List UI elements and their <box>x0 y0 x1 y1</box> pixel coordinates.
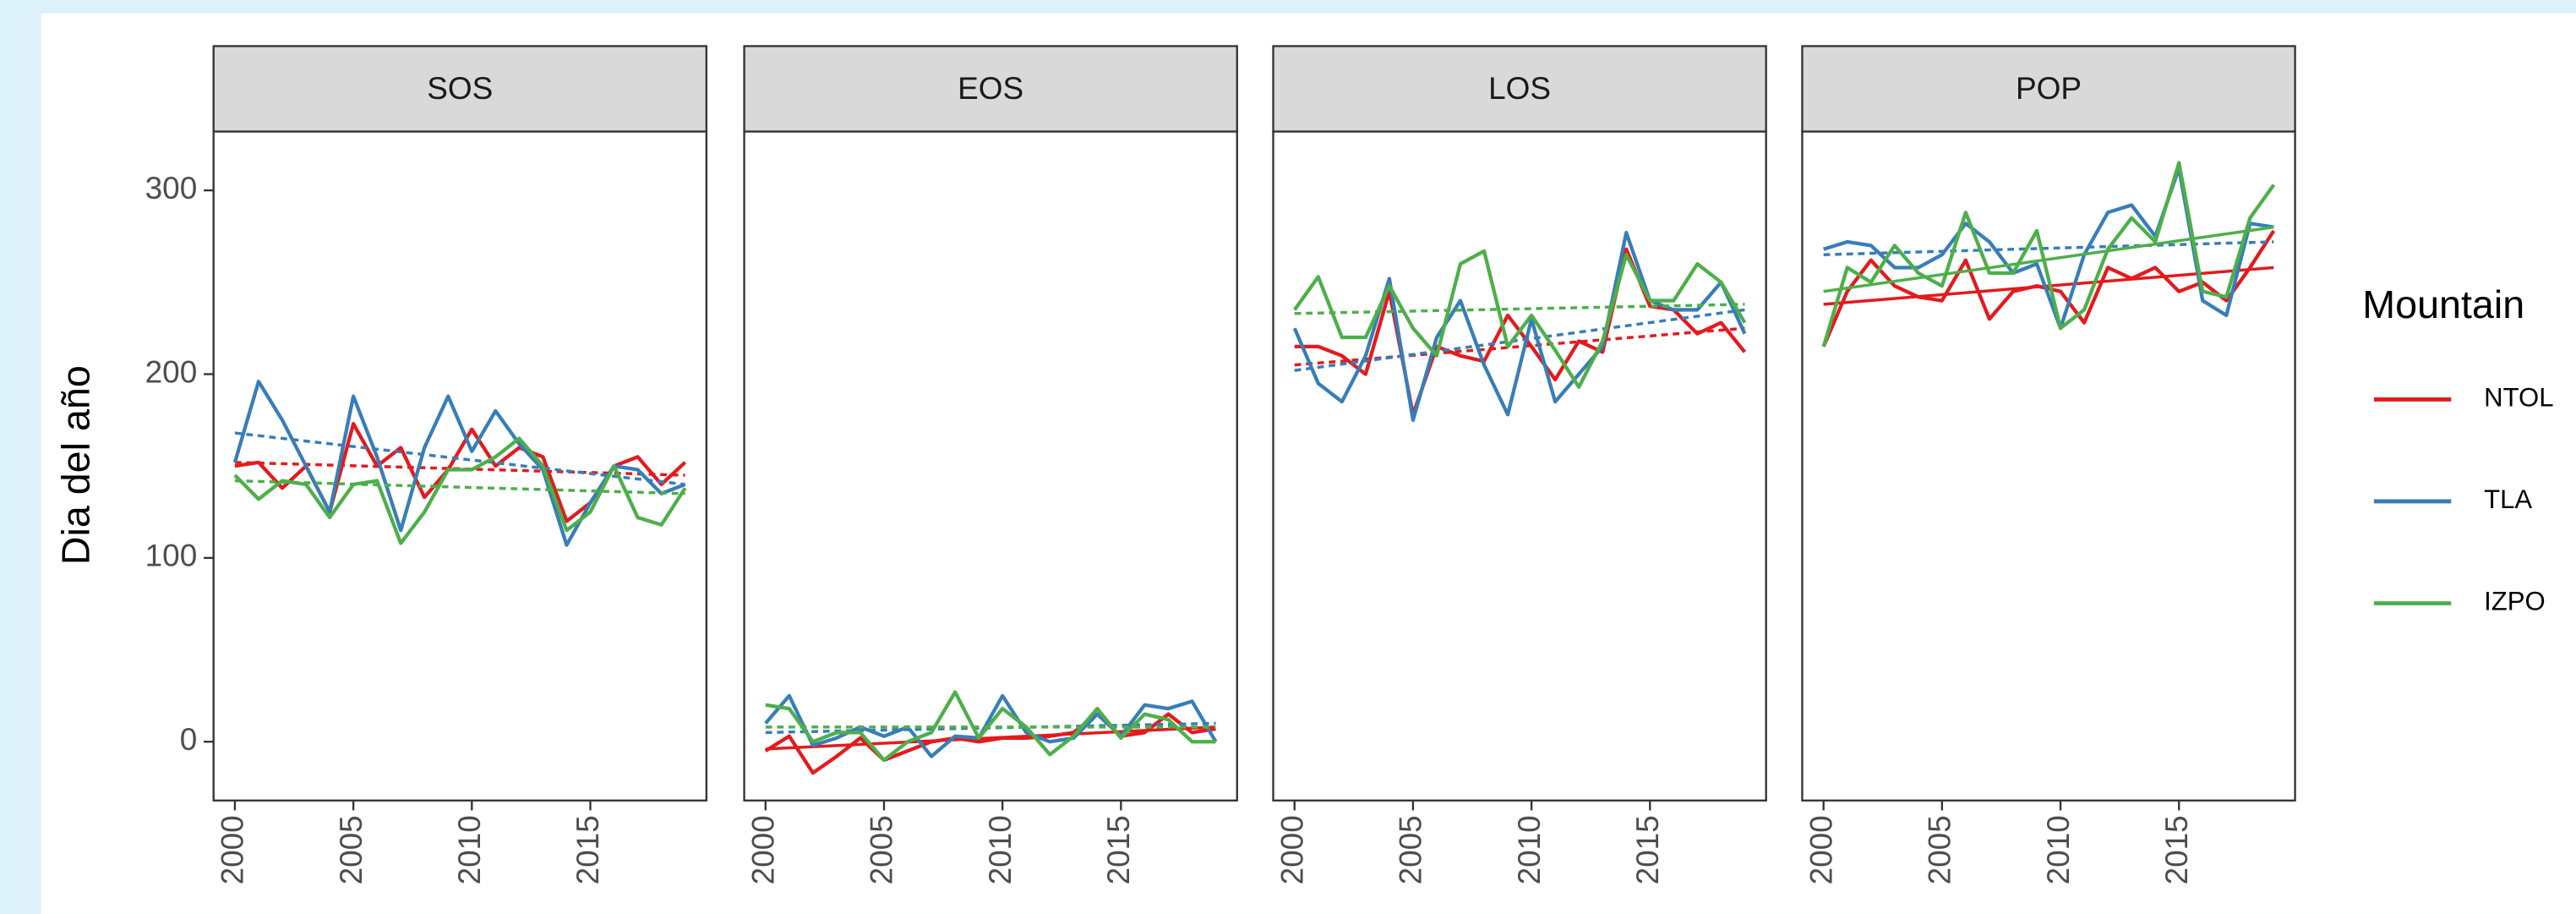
facet-title: LOS <box>1488 71 1551 106</box>
x-tick-label: 2005 <box>334 815 368 884</box>
facet-title: EOS <box>958 71 1023 106</box>
facet-title: SOS <box>427 71 493 106</box>
chart: Dia del año Mountain SOS2000200520102015… <box>0 0 2576 914</box>
x-tick-label: 2010 <box>1512 815 1547 884</box>
panel <box>745 132 1237 801</box>
page: Dia del año Mountain SOS2000200520102015… <box>0 0 2576 914</box>
y-tick-label: 300 <box>145 171 198 205</box>
panel <box>1274 132 1766 801</box>
y-tick-label: 200 <box>145 354 198 389</box>
x-tick-label: 2005 <box>1923 815 1957 884</box>
x-tick-label: 2000 <box>1274 815 1309 884</box>
y-tick-label: 100 <box>145 539 198 573</box>
x-tick-label: 2005 <box>865 815 899 884</box>
facet-title: POP <box>2016 71 2082 106</box>
panel <box>1802 132 2295 801</box>
x-tick-label: 2015 <box>2159 815 2194 884</box>
x-tick-label: 2010 <box>2041 815 2076 884</box>
legend-label: NTOL <box>2484 383 2553 413</box>
x-tick-label: 2000 <box>1804 815 1838 884</box>
x-tick-label: 2010 <box>983 815 1018 884</box>
legend-label: TLA <box>2484 484 2532 514</box>
legend-title: Mountain <box>2362 282 2524 326</box>
y-tick-label: 0 <box>180 722 198 757</box>
panel <box>214 132 707 801</box>
x-tick-label: 2015 <box>1101 815 1136 884</box>
x-tick-label: 2000 <box>216 815 250 884</box>
x-tick-label: 2005 <box>1394 815 1428 884</box>
y-axis-label: Dia del año <box>54 365 98 565</box>
x-tick-label: 2010 <box>452 815 487 884</box>
x-tick-label: 2015 <box>1630 815 1665 884</box>
x-tick-label: 2015 <box>570 815 605 884</box>
legend-label: IZPO <box>2484 587 2546 616</box>
x-tick-label: 2000 <box>746 815 781 884</box>
